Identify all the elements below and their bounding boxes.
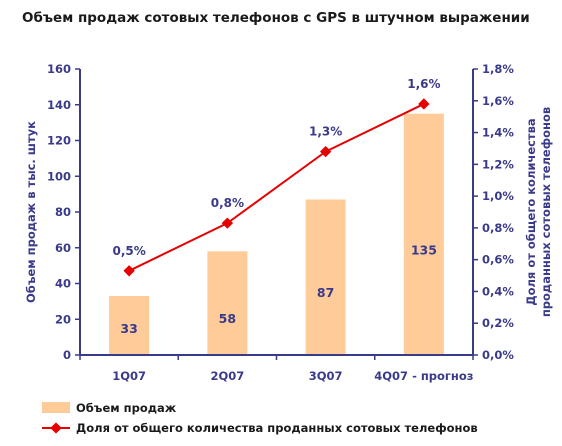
share-value-label: 1,3% [309, 125, 342, 139]
right-tick-label: 0,0% [482, 348, 514, 362]
bar [109, 296, 150, 355]
right-axis-title-line1: Доля от общего количества [524, 118, 538, 305]
right-tick-label: 0,2% [482, 316, 514, 330]
x-axis-ticks: 1Q07 2Q07 3Q07 4Q07 - прогноз [79, 355, 474, 383]
chart-title: Объем продаж сотовых телефонов с GPS в ш… [22, 10, 530, 26]
left-tick-label: 160 [47, 62, 71, 76]
bar-value-label: 58 [219, 311, 236, 326]
share-point [123, 265, 135, 277]
right-axis-title-line2: проданных сотовых телефонов [539, 107, 553, 317]
line-series-group [123, 98, 430, 277]
bar-value-label: 87 [317, 285, 334, 300]
x-category-label: 2Q07 [210, 369, 244, 383]
right-tick-label: 1,2% [482, 157, 514, 171]
left-tick-label: 40 [55, 277, 71, 291]
left-tick-label: 140 [47, 98, 71, 112]
right-tick-label: 1,0% [482, 189, 514, 203]
line-labels-group: 0,5% 0,8% 1,3% 1,6% [112, 77, 440, 258]
left-tick-label: 20 [55, 312, 71, 326]
share-value-label: 0,8% [211, 196, 244, 210]
left-tick-label: 0 [63, 348, 71, 362]
right-tick-label: 1,8% [482, 62, 514, 76]
legend-bar-swatch [42, 402, 70, 413]
right-axis-ticks: 0,0% 0,2% 0,4% 0,6% 0,8% 1,0% 1,2% 1,4% 1,6% 1,8% [473, 62, 514, 362]
left-tick-label: 60 [55, 241, 71, 255]
share-point [221, 217, 234, 229]
bar [403, 113, 444, 355]
share-value-label: 0,5% [112, 244, 145, 258]
left-axis-title: Объем продаж в тыс. штук [24, 121, 38, 303]
left-tick-label: 120 [47, 134, 71, 148]
bar-labels-group: 33 58 87 135 [120, 242, 437, 336]
left-tick-label: 80 [55, 205, 71, 219]
legend: Объем продаж Доля от общего количества п… [42, 401, 478, 435]
right-tick-label: 0,4% [482, 284, 514, 298]
legend-line-marker [50, 422, 62, 434]
x-category-label: 1Q07 [112, 369, 146, 383]
legend-line-label: Доля от общего количества проданных сото… [76, 421, 478, 435]
x-category-label: 4Q07 - прогноз [374, 369, 473, 383]
bar [305, 199, 346, 355]
right-tick-label: 0,8% [482, 221, 514, 235]
right-tick-label: 1,4% [482, 126, 514, 140]
bar-value-label: 33 [120, 321, 137, 336]
share-line [128, 103, 425, 272]
x-category-label: 3Q07 [309, 369, 343, 383]
share-point [418, 98, 430, 110]
share-value-label: 1,6% [407, 77, 440, 91]
bar [207, 251, 248, 355]
right-tick-label: 1,6% [482, 94, 514, 108]
legend-bar-label: Объем продаж [76, 401, 177, 415]
left-tick-label: 100 [47, 169, 71, 183]
right-tick-label: 0,6% [482, 253, 514, 267]
bar-value-label: 135 [411, 242, 437, 257]
share-point [319, 145, 332, 158]
bars-group [109, 113, 444, 355]
left-axis-ticks: 0 20 40 60 80 100 120 140 160 [47, 62, 80, 362]
